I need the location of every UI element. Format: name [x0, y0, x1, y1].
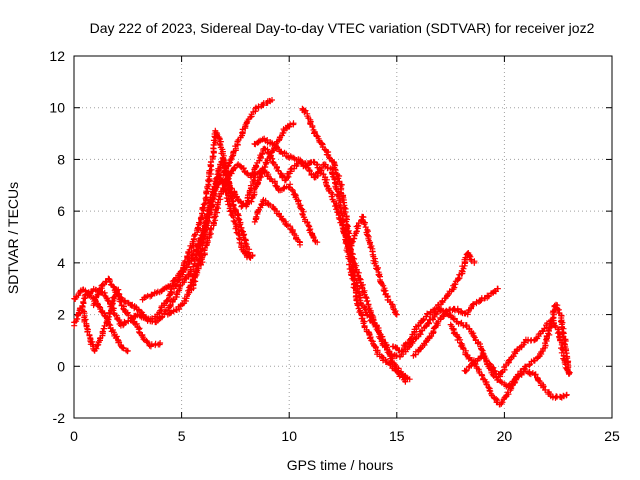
data-points — [71, 97, 573, 408]
y-tick-label: 2 — [57, 307, 65, 323]
x-axis-label: GPS time / hours — [287, 457, 394, 473]
y-tick-label: -2 — [53, 410, 66, 426]
y-tick-label: 8 — [57, 151, 65, 167]
y-tick-label: 4 — [57, 255, 65, 271]
plot-frame — [73, 55, 613, 419]
y-tick-label: 10 — [49, 100, 65, 116]
series-10 — [243, 167, 321, 246]
series-6 — [164, 145, 409, 385]
y-axis-label: SDTVAR / TECUs — [5, 182, 21, 294]
series-markers — [347, 213, 400, 318]
series-markers — [188, 171, 256, 293]
series-markers — [299, 105, 413, 383]
series-markers — [251, 135, 570, 401]
series-16 — [447, 301, 573, 408]
series-markers — [461, 317, 572, 380]
series-13 — [347, 213, 400, 318]
series-markers — [243, 167, 321, 246]
series-markers — [410, 285, 501, 359]
y-tick-label: 12 — [49, 48, 65, 64]
x-tick-label: 10 — [281, 428, 297, 444]
series-markers — [389, 250, 478, 355]
y-tick-label: 0 — [57, 358, 65, 374]
x-tick-label: 20 — [497, 428, 513, 444]
series-markers — [447, 301, 573, 408]
series-12 — [299, 105, 413, 383]
series-14 — [389, 250, 478, 355]
series-markers — [251, 196, 303, 248]
x-tick-label: 5 — [178, 428, 186, 444]
x-tick-label: 15 — [389, 428, 405, 444]
x-tick-label: 0 — [70, 428, 78, 444]
series-8 — [220, 97, 275, 178]
series-markers — [164, 145, 409, 385]
series-markers — [220, 97, 275, 178]
series-7 — [188, 171, 256, 293]
series-9 — [251, 135, 570, 401]
chart-title: Day 222 of 2023, Sidereal Day-to-day VTE… — [90, 20, 595, 36]
series-15 — [410, 285, 501, 359]
series-17 — [461, 317, 572, 380]
series-11 — [251, 196, 303, 248]
y-tick-label: 6 — [57, 203, 65, 219]
x-tick-label: 25 — [604, 428, 620, 444]
